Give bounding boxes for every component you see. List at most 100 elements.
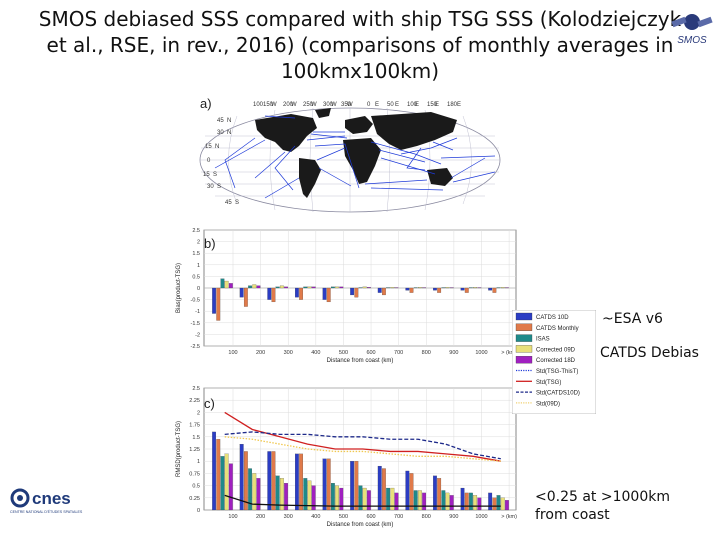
map-lon-label: 150 [427, 102, 438, 108]
x-tick-label: 700 [394, 514, 403, 520]
bar [212, 431, 216, 511]
x-tick-label: 500 [339, 514, 348, 520]
bar [331, 483, 335, 511]
bar [248, 468, 252, 511]
bar [350, 287, 355, 296]
bar [445, 287, 450, 289]
bar [339, 487, 344, 511]
bar [322, 458, 327, 511]
map-lon-label: 300 [323, 102, 334, 108]
bar [418, 287, 422, 289]
y-tick-label: 2 [197, 410, 200, 416]
bar [243, 451, 248, 511]
x-tick-label: 300 [284, 350, 293, 356]
bar [390, 287, 395, 289]
bar [224, 280, 229, 289]
y-tick-label: 0.5 [192, 274, 200, 280]
smos-logo-text: SMOS [677, 35, 707, 46]
x-tick-label: > (km) [501, 350, 517, 356]
map-lon-label: 50 [387, 102, 394, 108]
bar [220, 278, 225, 289]
y-tick-label: 0.75 [189, 471, 200, 477]
bias-chart: 2.5 2 1.5 1 0.5 0 -0.5 -1 -1.5 -2 -2.5 100 200 300 400… [176, 228, 517, 364]
bar [500, 497, 505, 511]
bar [350, 461, 355, 511]
bar [433, 475, 437, 511]
europe [345, 116, 373, 134]
rmsd-chart: 2.5 2.25 2 1.75 1.5 1.25 1 0.75 0.5 0.25 0 100 200 30… [176, 386, 517, 528]
x-tick-label: 900 [449, 514, 458, 520]
bar [239, 287, 244, 298]
y-tick-label: 1.75 [189, 423, 200, 429]
bar [505, 500, 509, 511]
bar [500, 287, 505, 289]
bar [445, 492, 450, 511]
y-tick-label: 2.5 [192, 228, 200, 234]
bar [307, 286, 312, 289]
series-line [224, 411, 501, 462]
bar [394, 492, 399, 511]
bar [366, 287, 371, 289]
bar [228, 463, 233, 511]
cnes-logo-subtext: CENTRE NATIONAL D'ÉTUDES SPATIALES [10, 509, 83, 514]
map-lon-label: E [395, 102, 399, 108]
map-lon-label: W [347, 102, 353, 108]
map-lon-label: E [457, 102, 461, 108]
bar [267, 451, 272, 511]
bar [418, 490, 422, 511]
title-line-2: et al., RSE, in rev., 2016) (comparisons… [46, 33, 674, 57]
bar [492, 287, 497, 293]
map-lon-label: 100 [253, 102, 264, 108]
bar [299, 287, 303, 300]
bar [252, 473, 257, 511]
y-tick-label: 0 [197, 508, 200, 514]
map-lat-label: 15 [205, 144, 212, 150]
annotation-coast-line-2: from coast [535, 507, 610, 523]
bar [256, 285, 261, 289]
legend-label: CATDS 10D [536, 315, 569, 321]
map-lat-label: 15 [203, 172, 210, 178]
legend-swatch [515, 323, 533, 331]
y-tick-label: 2.25 [189, 398, 200, 404]
x-axis-label: Distance from coast (km) [327, 522, 394, 528]
x-tick-label: 200 [256, 350, 265, 356]
y-tick-label: -0.5 [191, 298, 200, 304]
x-tick-label: 800 [422, 514, 431, 520]
bar [228, 283, 233, 289]
bar [409, 287, 414, 293]
bar [284, 286, 288, 289]
map-lat-label: S [235, 200, 239, 206]
map-lon-label: 200 [283, 102, 294, 108]
bar [488, 492, 493, 511]
x-tick-label: 800 [422, 350, 431, 356]
bar [303, 286, 308, 289]
legend-swatch [515, 312, 533, 321]
map-lon-label: 150 [263, 102, 274, 108]
legend-label: Corrected 09D [536, 347, 576, 353]
map-lat-label: S [213, 172, 217, 178]
bar [220, 456, 225, 511]
bar [239, 444, 244, 511]
x-axis-label: Distance from coast (km) [327, 358, 394, 364]
map-lat-label: S [217, 184, 221, 190]
bar [275, 475, 280, 511]
bar [279, 285, 284, 289]
bar [243, 287, 248, 307]
bar [382, 468, 386, 511]
bar [460, 287, 465, 291]
x-tick-label: 100 [228, 350, 237, 356]
x-tick-label: 400 [311, 350, 320, 356]
legend-swatch [515, 356, 533, 364]
map-lat-label: N [227, 130, 231, 136]
map-land [255, 108, 457, 198]
panel-c-label: c) [204, 396, 215, 411]
bar [358, 485, 363, 511]
x-tick-label: 300 [284, 514, 293, 520]
africa [343, 138, 381, 184]
bar [464, 287, 469, 293]
bar [409, 473, 414, 511]
bar [377, 287, 382, 293]
bar [354, 461, 359, 511]
x-tick-label: 1000 [475, 514, 487, 520]
